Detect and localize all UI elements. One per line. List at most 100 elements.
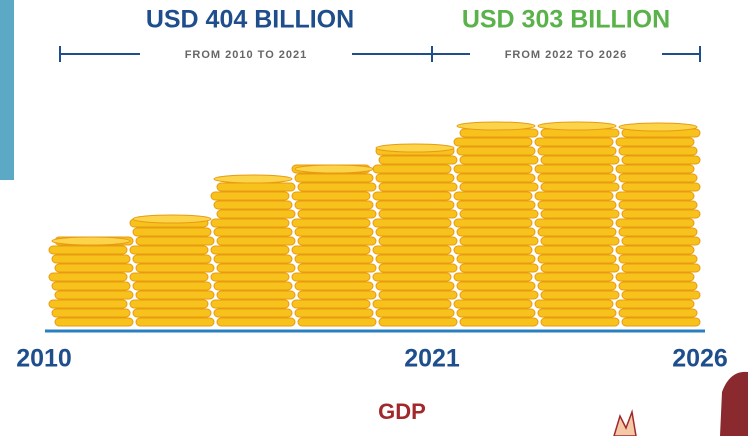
coin: [456, 146, 536, 156]
coin: [453, 299, 533, 309]
coin: [618, 227, 698, 237]
coin: [294, 254, 374, 264]
coin: [615, 299, 695, 309]
coin: [216, 290, 296, 300]
coin: [372, 299, 452, 309]
coin: [534, 137, 614, 147]
coin: [54, 317, 134, 327]
coin: [216, 209, 296, 219]
coin: [54, 290, 134, 300]
coin: [294, 200, 374, 210]
coin: [621, 155, 701, 165]
left-amount: USD 404 BILLION: [146, 6, 354, 34]
coin: [129, 299, 209, 309]
coin: [453, 218, 533, 228]
coin: [135, 290, 215, 300]
coin: [294, 227, 374, 237]
coin: [129, 272, 209, 282]
coin: [459, 317, 539, 327]
coin: [540, 236, 620, 246]
coin: [618, 173, 698, 183]
coin: [459, 290, 539, 300]
coin: [216, 263, 296, 273]
coin: [372, 164, 452, 174]
coin: [534, 164, 614, 174]
coin: [540, 317, 620, 327]
coin: [534, 245, 614, 255]
right-amount: USD 303 BILLION: [462, 6, 670, 34]
coin: [372, 272, 452, 282]
coin: [621, 263, 701, 273]
coin: [456, 173, 536, 183]
coin: [48, 272, 128, 282]
axis-label: 2021: [404, 345, 460, 373]
coin: [456, 200, 536, 210]
coin: [378, 182, 458, 192]
coin: [540, 290, 620, 300]
coin: [453, 245, 533, 255]
coin: [375, 227, 455, 237]
coin: [132, 308, 212, 318]
coin: [372, 191, 452, 201]
coin: [621, 209, 701, 219]
coin: [216, 317, 296, 327]
coin: [456, 308, 536, 318]
character: [613, 371, 748, 436]
coin: [135, 263, 215, 273]
bracket: [59, 46, 701, 62]
coin: [132, 227, 212, 237]
coin: [615, 164, 695, 174]
coin: [453, 164, 533, 174]
coin: [375, 200, 455, 210]
coin: [132, 214, 212, 224]
coin: [534, 218, 614, 228]
coin: [615, 137, 695, 147]
coin: [372, 218, 452, 228]
coin: [291, 272, 371, 282]
coin: [615, 218, 695, 228]
coin: [378, 209, 458, 219]
coin: [48, 299, 128, 309]
coin: [54, 263, 134, 273]
coin: [51, 308, 131, 318]
coin: [375, 281, 455, 291]
coin: [615, 191, 695, 201]
coin: [213, 200, 293, 210]
coin: [540, 209, 620, 219]
coin: [453, 137, 533, 147]
coin: [216, 236, 296, 246]
coin: [618, 281, 698, 291]
coin: [210, 299, 290, 309]
coin: [210, 191, 290, 201]
coin: [129, 245, 209, 255]
coin: [135, 317, 215, 327]
coin: [618, 308, 698, 318]
coin: [534, 272, 614, 282]
coin: [537, 308, 617, 318]
coin: [216, 182, 296, 192]
coin: [615, 272, 695, 282]
coin: [210, 245, 290, 255]
coin: [378, 290, 458, 300]
coin-stacks: [48, 121, 701, 327]
coin: [618, 254, 698, 264]
coin: [375, 254, 455, 264]
coin: [534, 191, 614, 201]
side-bar: [0, 0, 14, 180]
coin: [540, 263, 620, 273]
coin: [621, 317, 701, 327]
coin: [459, 182, 539, 192]
coin: [456, 121, 536, 131]
coin: [456, 227, 536, 237]
coin: [378, 236, 458, 246]
coin: [372, 245, 452, 255]
coin: [213, 308, 293, 318]
coin: [459, 155, 539, 165]
coin: [534, 299, 614, 309]
coin: [537, 281, 617, 291]
coin: [297, 236, 377, 246]
coin: [213, 174, 293, 184]
coin: [456, 254, 536, 264]
coin: [291, 191, 371, 201]
